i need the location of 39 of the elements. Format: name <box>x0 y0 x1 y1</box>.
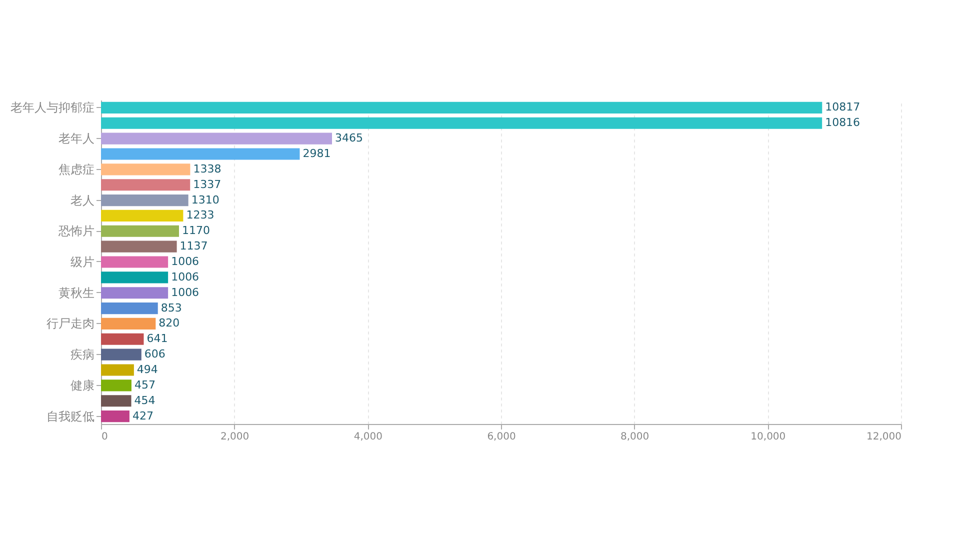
data-label: 1170 <box>182 224 210 238</box>
data-label: 1310 <box>191 193 220 206</box>
y-tick-label: 老年人 <box>58 132 94 146</box>
y-tick-label: 自我贬低 <box>46 409 94 424</box>
y-tick-label: 黄秋生 <box>58 286 94 300</box>
data-label: 427 <box>132 409 154 422</box>
x-tick-label: 8,000 <box>620 432 650 442</box>
data-label: 1006 <box>171 286 200 299</box>
y-tick-label: 恐怖片 <box>58 224 94 238</box>
y-tick-label: 疾病 <box>70 348 94 362</box>
y-tick-label: 级片 <box>70 255 94 269</box>
data-label: 454 <box>134 394 156 407</box>
x-tick-label: 12,000 <box>866 432 902 442</box>
y-tick-label: 健康 <box>70 378 94 392</box>
data-label: 1233 <box>186 208 214 222</box>
y-tick-label: 行尸走肉 <box>46 316 94 331</box>
x-tick-label: 2,000 <box>220 432 250 442</box>
data-label: 1337 <box>193 178 222 191</box>
x-tick-label: 10,000 <box>750 432 786 442</box>
data-label: 1006 <box>171 255 200 268</box>
data-label: 494 <box>136 363 158 376</box>
y-tick-label: 老人 <box>70 193 94 208</box>
x-tick-label: 6,000 <box>487 432 516 442</box>
data-label: 10816 <box>825 116 860 130</box>
data-label: 820 <box>158 316 180 330</box>
x-tick-label: 4,000 <box>354 432 382 442</box>
data-label: 2981 <box>302 147 331 160</box>
data-label: 457 <box>134 378 156 392</box>
data-label: 1137 <box>180 240 208 253</box>
data-label: 1006 <box>171 270 200 284</box>
x-tick-label: 0 <box>102 432 108 442</box>
data-label: 853 <box>160 301 182 314</box>
data-label: 606 <box>144 348 166 361</box>
y-tick-label: 老年人与抑郁症 <box>10 100 94 115</box>
data-label: 1338 <box>193 162 222 176</box>
data-label: 10817 <box>825 100 860 114</box>
data-label: 641 <box>146 332 168 346</box>
data-label: 3465 <box>335 132 363 145</box>
y-tick-label: 焦虑症 <box>58 162 94 176</box>
